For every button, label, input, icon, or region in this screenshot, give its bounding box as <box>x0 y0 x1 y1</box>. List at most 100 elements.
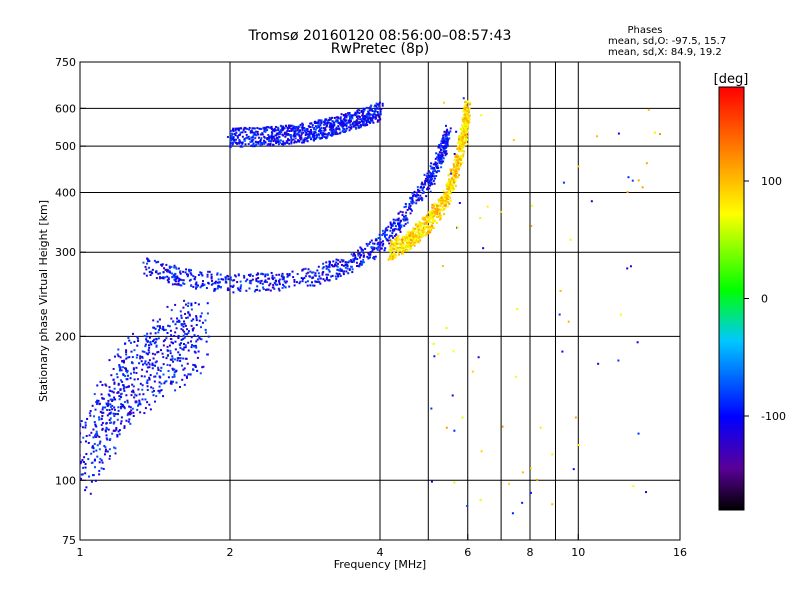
data-point <box>372 121 375 124</box>
data-point <box>297 140 300 143</box>
data-point <box>241 145 244 148</box>
data-point <box>427 225 430 228</box>
data-point <box>125 419 128 422</box>
data-point <box>146 379 149 382</box>
data-point <box>444 200 447 203</box>
data-point <box>309 126 312 129</box>
data-point <box>574 416 577 419</box>
colorbar-label: [deg] <box>714 72 749 87</box>
data-point <box>449 185 452 188</box>
data-point <box>153 326 156 329</box>
data-point <box>325 276 328 279</box>
data-point <box>118 365 121 368</box>
data-point <box>143 272 146 275</box>
data-point <box>459 143 462 146</box>
data-point <box>397 228 400 231</box>
data-point <box>271 136 274 139</box>
data-point <box>250 144 253 147</box>
data-point <box>327 265 330 268</box>
data-point <box>181 348 184 351</box>
data-point <box>242 128 245 131</box>
y-tick-label: 75 <box>62 534 76 547</box>
data-point <box>269 135 272 138</box>
data-point <box>239 280 242 283</box>
data-point <box>264 129 267 132</box>
data-point <box>264 273 267 276</box>
data-point <box>129 422 132 425</box>
data-point <box>80 477 83 480</box>
data-point <box>157 389 160 392</box>
data-point <box>323 127 326 130</box>
data-point <box>460 138 463 141</box>
data-point <box>95 402 98 405</box>
data-point <box>175 267 178 270</box>
data-point <box>360 248 363 251</box>
data-point <box>264 279 267 282</box>
data-point <box>397 253 400 256</box>
data-point <box>173 278 176 281</box>
data-point <box>321 273 324 276</box>
data-point <box>433 175 436 178</box>
data-point <box>148 260 151 263</box>
data-point <box>76 450 78 452</box>
data-point <box>275 138 278 141</box>
data-point <box>294 128 297 131</box>
data-point <box>321 267 324 270</box>
data-point <box>377 103 380 106</box>
data-point <box>430 167 433 170</box>
data-point <box>312 139 315 142</box>
data-point <box>410 197 413 200</box>
data-point <box>364 247 367 250</box>
data-point <box>443 133 446 136</box>
data-point <box>265 126 268 129</box>
data-point <box>122 387 125 390</box>
data-point <box>462 141 465 144</box>
data-point <box>352 125 355 128</box>
data-point <box>180 328 183 331</box>
data-point <box>153 375 156 378</box>
data-point <box>388 236 391 239</box>
data-point <box>182 337 185 340</box>
data-point <box>339 116 342 119</box>
data-point <box>428 184 431 187</box>
data-point <box>291 124 294 127</box>
data-point <box>430 217 433 220</box>
data-point <box>464 123 467 126</box>
data-point <box>539 426 542 429</box>
data-point <box>106 408 109 411</box>
data-point <box>87 458 90 461</box>
data-point <box>448 202 451 205</box>
data-point <box>113 406 116 409</box>
data-point <box>426 186 429 189</box>
data-point <box>364 116 367 119</box>
data-point <box>443 141 446 144</box>
data-point <box>401 211 404 214</box>
data-point <box>464 131 467 134</box>
data-point <box>255 273 258 276</box>
data-point <box>324 118 327 121</box>
data-point <box>394 222 397 225</box>
data-point <box>266 273 269 276</box>
data-point <box>190 324 193 327</box>
data-point <box>352 254 355 257</box>
data-point <box>166 363 169 366</box>
data-point <box>190 284 193 287</box>
data-point <box>197 335 200 338</box>
data-point <box>352 260 355 263</box>
data-point <box>389 221 392 224</box>
data-point <box>450 182 453 185</box>
data-point <box>440 197 443 200</box>
data-point <box>428 228 431 231</box>
data-point <box>439 148 442 151</box>
data-point <box>271 277 274 280</box>
data-point <box>357 115 360 118</box>
data-point <box>318 275 321 278</box>
data-point <box>75 491 77 493</box>
data-point <box>480 114 483 117</box>
data-point <box>479 499 482 502</box>
data-point <box>120 420 123 423</box>
data-point <box>105 437 108 440</box>
data-point <box>173 368 176 371</box>
data-point <box>113 381 116 384</box>
data-point <box>411 237 414 240</box>
